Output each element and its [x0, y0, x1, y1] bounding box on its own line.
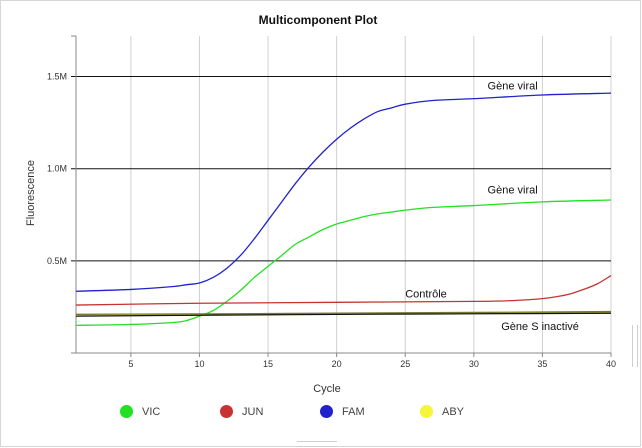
y-tick-label: 1.5M — [47, 72, 67, 82]
tick-labels: 5 10 15 20 25 30 35 40 0.5M 1.0M 1.5M — [47, 72, 616, 369]
annotation-label: Gène viral — [488, 185, 538, 197]
series-line-baseline — [75, 312, 612, 317]
legend-label-jun: JUN — [242, 405, 264, 418]
axes — [71, 35, 612, 357]
grid-lines — [71, 36, 612, 353]
series-line-vic — [75, 199, 612, 327]
series-line-baseline — [75, 310, 612, 315]
x-tick-label: 40 — [606, 359, 616, 369]
legend-label-vic: VIC — [142, 405, 161, 418]
series-line-jun — [75, 275, 612, 306]
legend-swatch-vic — [120, 405, 133, 418]
x-tick-label: 35 — [537, 359, 547, 369]
annotation-label: Gène S inactivé — [501, 321, 579, 333]
y-axis-label: Fluorescence — [25, 160, 37, 226]
legend-item-vic[interactable]: VIC — [120, 405, 160, 418]
legend-label-fam: FAM — [342, 405, 365, 418]
x-tick-label: 25 — [400, 359, 410, 369]
resize-handle-horizontal[interactable] — [297, 441, 337, 447]
annotation-label: Gène viral — [488, 80, 538, 92]
annotation-label: Contrôle — [405, 289, 447, 301]
x-axis-label: Cycle — [313, 383, 341, 395]
legend-swatch-aby — [420, 405, 433, 418]
resize-handle-vertical[interactable] — [632, 325, 638, 367]
x-tick-label: 30 — [469, 359, 479, 369]
legend-swatch-jun — [220, 405, 233, 418]
annotations: Gène viral Gène viral Contrôle Gène S inact… — [405, 80, 579, 333]
legend-item-aby[interactable]: ABY — [420, 405, 464, 418]
legend: VIC JUN FAM ABY — [0, 405, 642, 425]
series-line-fam — [75, 92, 612, 292]
y-tick-label: 1.0M — [47, 164, 67, 174]
x-tick-label: 20 — [332, 359, 342, 369]
legend-item-fam[interactable]: FAM — [320, 405, 365, 418]
legend-item-jun[interactable]: JUN — [220, 405, 263, 418]
y-tick-label: 0.5M — [47, 256, 67, 266]
chart-title: Multicomponent Plot — [259, 13, 378, 27]
x-tick-label: 15 — [263, 359, 273, 369]
series-lines — [75, 92, 612, 327]
legend-swatch-fam — [320, 405, 333, 418]
x-tick-label: 10 — [194, 359, 204, 369]
x-tick-label: 5 — [128, 359, 133, 369]
legend-label-aby: ABY — [442, 405, 465, 418]
